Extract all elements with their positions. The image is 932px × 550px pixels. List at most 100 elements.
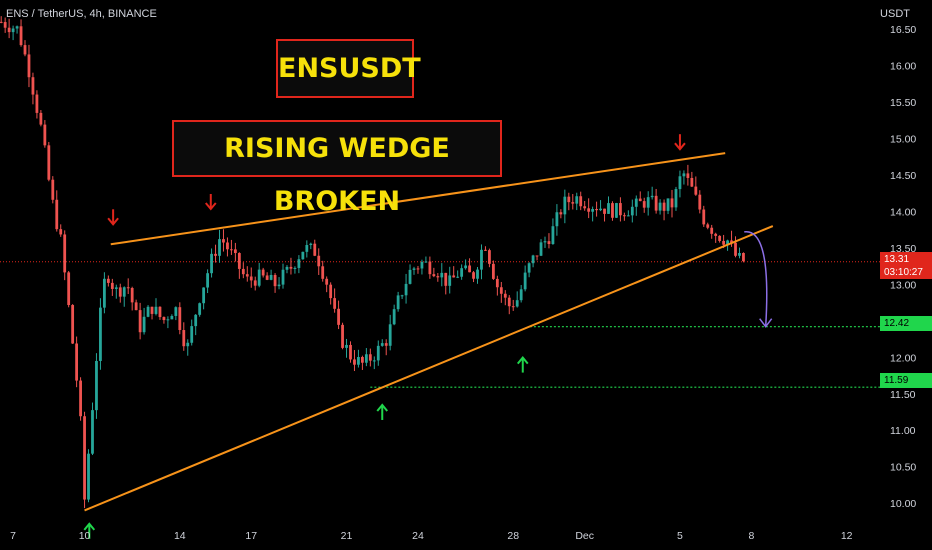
- candle-body: [674, 189, 678, 208]
- candle: [110, 278, 114, 296]
- candle: [79, 377, 82, 421]
- candle-body: [226, 242, 229, 250]
- candle: [47, 141, 51, 182]
- arrow-head: [107, 217, 119, 226]
- candle: [539, 239, 543, 257]
- candle: [551, 218, 555, 245]
- y-tick-label: 12.00: [890, 352, 916, 364]
- candle: [59, 224, 63, 237]
- candle: [67, 271, 71, 308]
- candle-body: [0, 21, 3, 23]
- candle: [257, 262, 261, 288]
- arrow-head: [205, 202, 217, 211]
- candle: [261, 267, 265, 278]
- candle-body: [527, 263, 531, 273]
- candle-body: [368, 354, 372, 361]
- candle-body: [27, 54, 31, 78]
- down-arrow-icon: [205, 193, 217, 211]
- candle: [460, 264, 464, 280]
- candle-body: [15, 26, 19, 29]
- candle-body: [472, 272, 475, 279]
- candle-body: [460, 268, 464, 277]
- candle-body: [150, 306, 154, 314]
- candle: [420, 259, 424, 275]
- candle-body: [269, 274, 273, 280]
- candle-body: [642, 201, 646, 208]
- candle: [297, 255, 301, 274]
- x-tick-label: 21: [341, 530, 353, 542]
- candle: [194, 314, 198, 336]
- candle-body: [174, 307, 178, 316]
- support-tag-1: 12.42: [880, 316, 932, 331]
- candle-body: [114, 287, 118, 289]
- candle: [7, 18, 11, 39]
- candle: [698, 190, 702, 214]
- candle-body: [206, 273, 209, 288]
- candle-body: [59, 229, 63, 235]
- candle: [694, 176, 698, 196]
- candle-body: [210, 253, 213, 274]
- candle-body: [130, 287, 134, 303]
- candle-body: [277, 284, 281, 287]
- candle-body: [35, 94, 39, 113]
- candle-body: [420, 261, 424, 269]
- candle-body: [376, 345, 380, 361]
- candle-body: [452, 275, 456, 278]
- candle-body: [428, 261, 432, 275]
- wedge-upper-line: [110, 152, 726, 246]
- x-tick-label: 8: [748, 530, 754, 542]
- candle: [317, 248, 321, 275]
- candle-body: [202, 287, 206, 304]
- candle-body: [71, 305, 75, 344]
- candle-body: [507, 297, 511, 307]
- x-tick-label: Dec: [575, 530, 594, 542]
- candle-body: [162, 317, 166, 321]
- candle-body: [47, 145, 51, 180]
- candle-body: [722, 240, 726, 245]
- candle: [265, 272, 269, 281]
- candle: [662, 199, 666, 221]
- candle: [730, 230, 733, 247]
- candle: [583, 200, 587, 211]
- candle: [102, 272, 106, 314]
- candle: [83, 411, 86, 509]
- candle: [142, 307, 146, 335]
- candle-body: [329, 284, 333, 299]
- support-lines: [370, 326, 880, 388]
- up-arrow-icon: [516, 356, 529, 373]
- candle: [591, 206, 595, 222]
- candle-body: [634, 198, 638, 207]
- support-tag-2: 11.59: [880, 373, 932, 388]
- y-tick-label: 14.50: [890, 170, 916, 182]
- axis-unit: USDT: [880, 8, 910, 20]
- candle: [11, 25, 15, 41]
- candle: [515, 291, 519, 308]
- candle-body: [650, 195, 654, 198]
- candle: [218, 229, 221, 263]
- down-arrow-icon: [674, 134, 686, 151]
- candle-body: [95, 360, 98, 411]
- candle: [158, 306, 162, 320]
- candle: [273, 273, 277, 293]
- candle-body: [575, 196, 579, 204]
- candle: [388, 314, 392, 351]
- candle: [337, 300, 340, 330]
- candle: [630, 199, 634, 223]
- candle-body: [499, 287, 503, 294]
- candle: [91, 402, 94, 456]
- candle: [87, 449, 90, 503]
- arrow-head: [516, 356, 529, 365]
- candle: [277, 277, 281, 290]
- candle-body: [539, 242, 543, 256]
- candle: [293, 266, 297, 274]
- candle: [567, 192, 571, 211]
- candle: [563, 189, 567, 224]
- projection-curve: [744, 231, 773, 328]
- candle: [456, 270, 460, 279]
- candle-body: [638, 198, 642, 202]
- candle-body: [273, 274, 277, 287]
- arrow-head: [83, 522, 96, 531]
- candle-body: [186, 342, 190, 347]
- candle-body: [599, 208, 602, 211]
